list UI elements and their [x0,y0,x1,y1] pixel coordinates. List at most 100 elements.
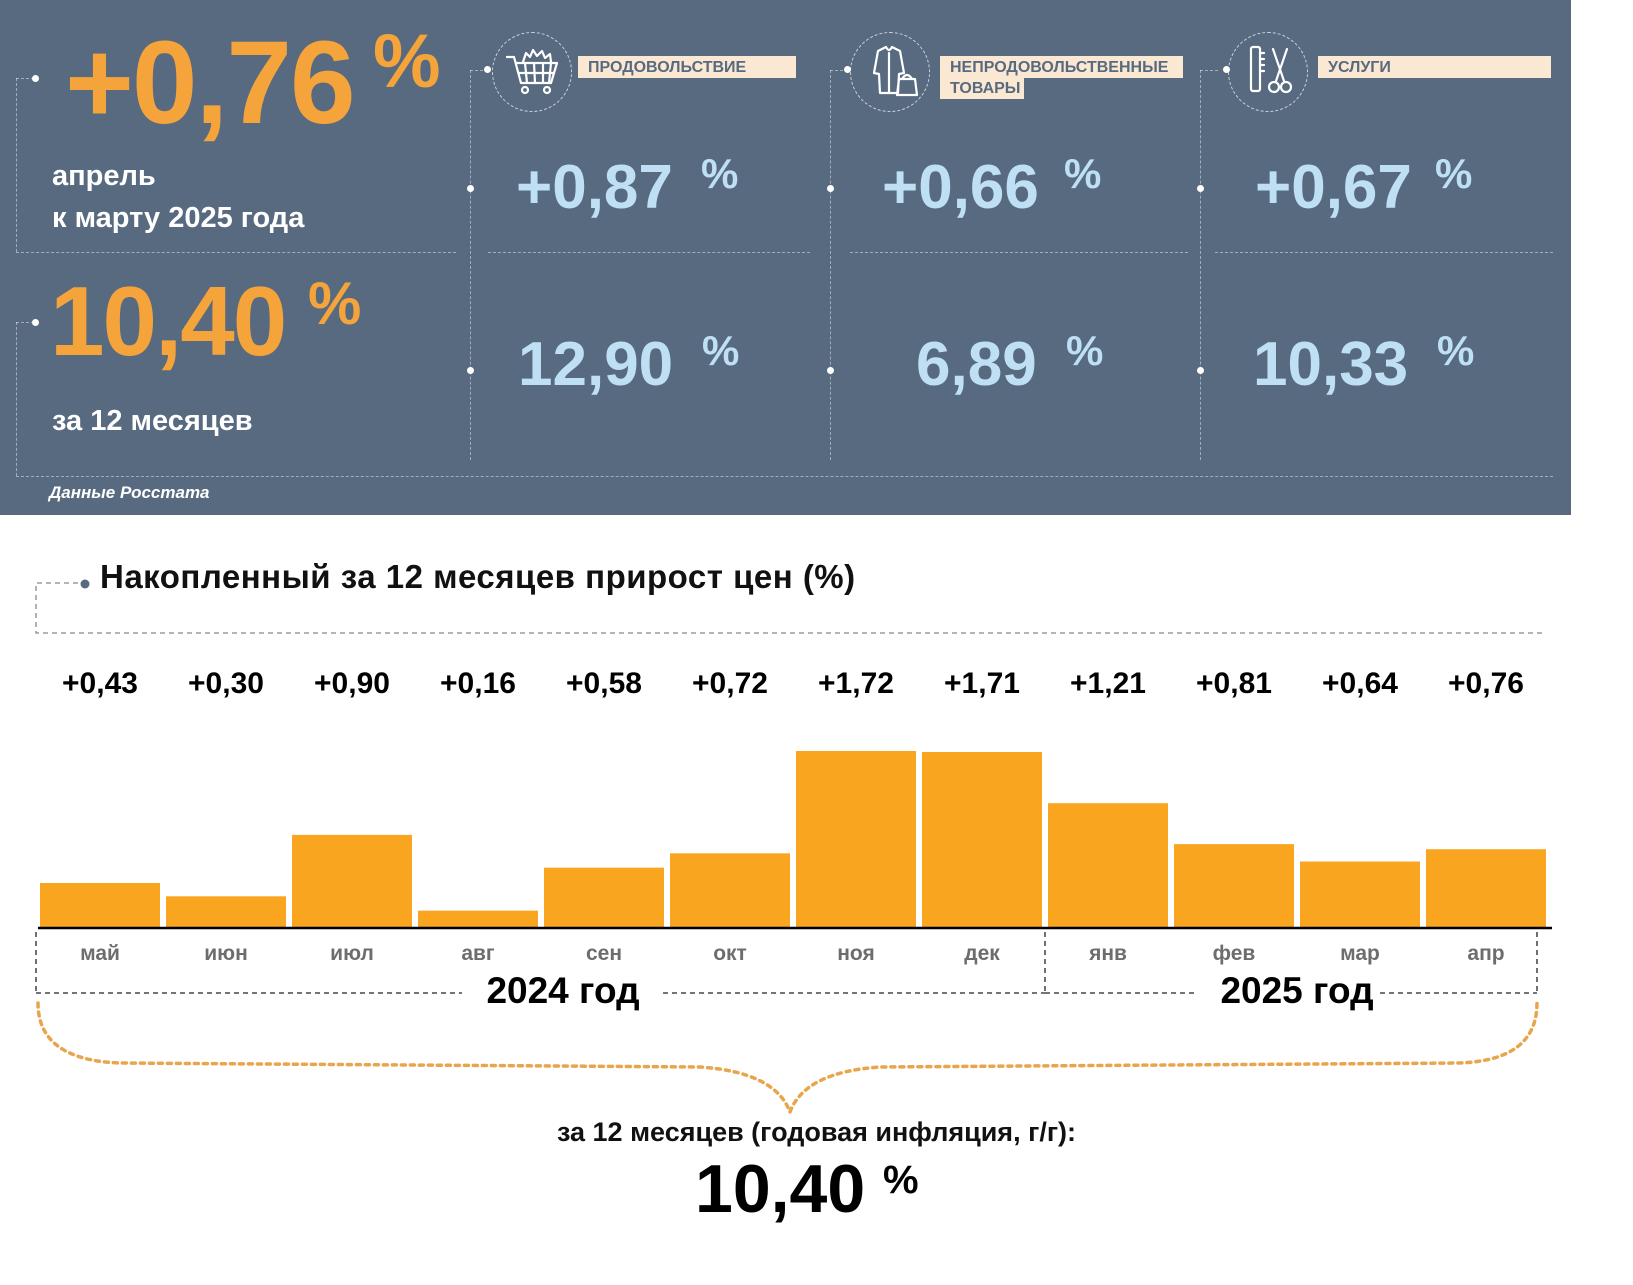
bar-мар [1300,861,1420,927]
divider [470,70,488,71]
divider [1215,252,1553,253]
value-label: +0,43 [62,667,138,700]
year-label-2025: 2025 год [1220,970,1373,1011]
divider [488,252,810,253]
bullet-dot [827,185,834,192]
category-label: мар [1340,942,1380,965]
value-label: +0,16 [440,667,516,700]
nonfood-year-value: 6,89 % [916,330,1103,404]
divider [1200,70,1218,71]
bullet-dot [827,367,834,374]
nonfood-month-number: +0,66 [882,153,1039,222]
category-label-food: ПРОДОВОЛЬСТВИЕ [578,56,796,78]
value-label: +1,71 [944,667,1020,700]
category-label-services: УСЛУГИ [1318,56,1551,78]
year-change-caption: за 12 месяцев [52,405,253,437]
divider [16,322,34,323]
services-year-value: 10,33 % [1253,330,1474,404]
month-change-number: +0,76 [65,17,356,149]
divider [16,78,17,252]
value-label: +0,72 [692,667,768,700]
divider [16,78,34,79]
total-brace [36,1001,1539,1117]
bullet-dot [484,66,491,73]
divider [16,322,17,476]
nonfood-year-number: 6,89 [916,330,1037,399]
year-change-value: 10,40 % [50,272,361,372]
bar-сен [544,867,664,927]
services-month-value: +0,67 % [1255,153,1472,227]
nonfood-label-line1: НЕПРОДОВОЛЬСТВЕННЫЕ [950,59,1169,76]
value-label: +0,30 [188,667,264,700]
source-note: Данные Росстата [49,483,210,502]
services-month-unit: % [1435,150,1473,197]
total-label: за 12 месяцев (годовая инфляция, г/г): [556,1117,1077,1147]
category-label: ноя [837,942,875,965]
title-bullet [80,579,90,589]
nonfood-month-value: +0,66 % [882,153,1101,227]
bar-июн [166,896,286,927]
clothing-bag-icon [850,32,930,112]
divider [830,70,831,460]
bullet-dot [32,75,39,82]
bar-июл [292,834,412,927]
title-connector [35,582,1545,634]
total-value: 10,40 [695,1151,866,1227]
month-caption-line1: апрель [52,160,156,192]
bar-окт [670,853,790,927]
value-label: +0,90 [314,667,390,700]
bar-янв [1048,803,1168,927]
year-change-number: 10,40 [50,266,287,376]
divider [830,70,848,71]
food-year-value: 12,90 % [518,330,739,404]
bar-фев [1174,844,1294,927]
food-month-unit: % [701,150,739,197]
bullet-dot [32,319,39,326]
services-year-unit: % [1437,327,1475,374]
category-label: окт [713,942,747,965]
bullet-dot [844,66,851,73]
summary-panel: +0,76 % апрель к марту 2025 года 10,40 %… [0,0,1571,515]
services-year-number: 10,33 [1253,330,1409,399]
bullet-dot [467,367,474,374]
category-label-nonfood: НЕПРОДОВОЛЬСТВЕННЫЕ [940,56,1183,78]
bar-ноя [796,751,916,927]
category-label: фев [1213,942,1256,965]
year-change-unit: % [308,270,362,337]
food-year-number: 12,90 [518,330,674,399]
total-unit: % [883,1158,919,1202]
category-label: апр [1467,942,1504,965]
divider [16,476,1553,477]
category-label: авг [461,942,495,965]
value-label: +0,64 [1322,667,1398,700]
bar-май [40,883,160,927]
food-month-value: +0,87 % [516,153,738,227]
year-label-2024: 2024 год [486,970,639,1011]
bullet-dot [1223,66,1230,73]
category-label: июл [330,942,374,965]
category-label-nonfood-line2: ТОВАРЫ [940,77,1024,99]
month-caption-line2: к марту 2025 года [52,202,305,234]
bullet-dot [1197,185,1204,192]
food-year-unit: % [702,327,740,374]
divider [16,252,456,253]
value-label: +0,76 [1448,667,1524,700]
chart-marks: +0,43 май +0,30 июн +0,90 июл +0,16 авг +0,58 сен… [35,667,1552,1117]
category-label: дек [964,942,1000,965]
divider [1200,70,1201,460]
divider [850,252,1188,253]
month-change-unit: % [373,19,441,104]
shopping-cart-icon [492,32,572,112]
bar-апр [1426,849,1546,927]
category-label: июн [204,942,248,965]
comb-scissors-icon [1228,32,1308,112]
month-change-value: +0,76 % [65,24,441,144]
chart-title: Накопленный за 12 месяцев прирост цен (%… [100,558,856,595]
bar-дек [922,752,1042,927]
bar-авг [418,910,538,927]
bullet-dot [467,185,474,192]
bullet-dot [1197,367,1204,374]
value-label: +1,72 [818,667,894,700]
value-label: +0,81 [1196,667,1272,700]
